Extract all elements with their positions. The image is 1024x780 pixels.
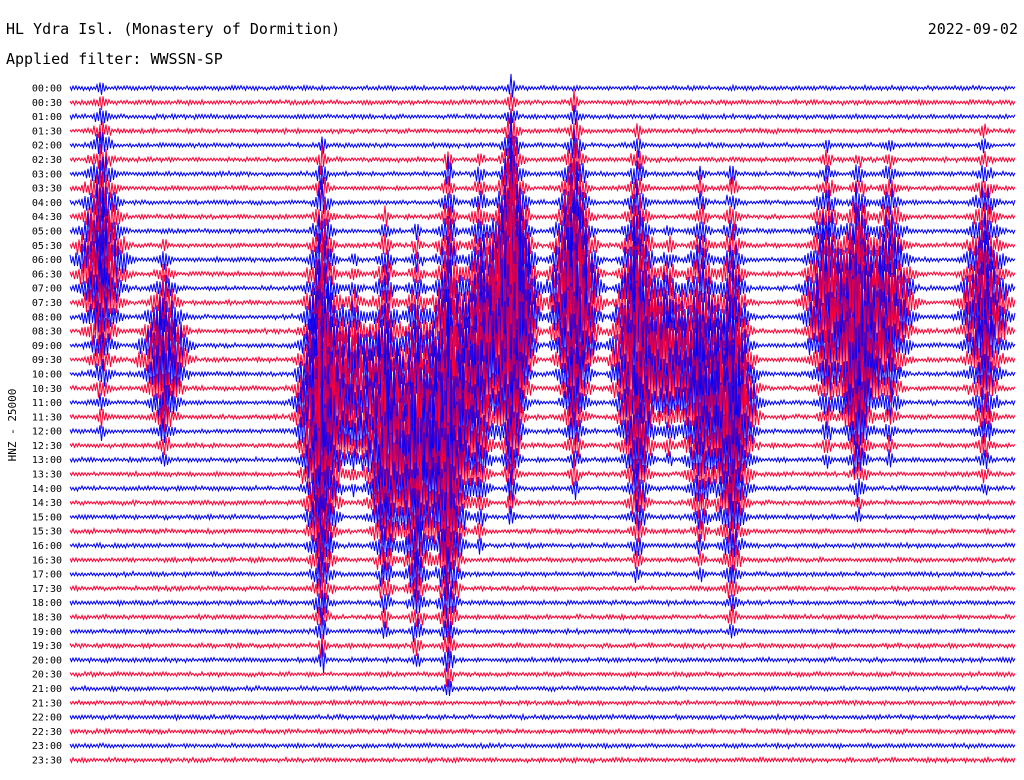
trace-line	[69, 483, 1016, 550]
trace-line	[69, 433, 1016, 526]
time-tick-label: 23:30	[32, 756, 62, 767]
trace-line	[69, 109, 1016, 149]
trace-line	[69, 377, 1016, 522]
time-tick-label: 06:30	[32, 269, 62, 280]
time-tick-label: 17:00	[32, 570, 62, 581]
trace-line	[69, 171, 1016, 257]
time-tick-label: 17:30	[32, 584, 62, 595]
time-tick-label: 22:30	[32, 727, 62, 738]
trace-line	[69, 644, 1016, 674]
time-tick-label: 13:00	[32, 455, 62, 466]
time-tick-label: 22:00	[32, 713, 62, 724]
time-tick-label: 03:00	[32, 169, 62, 180]
time-tick-label: 05:30	[32, 241, 62, 252]
time-tick-label: 00:00	[32, 84, 62, 95]
time-tick-label: 14:30	[32, 498, 62, 509]
trace-line	[69, 425, 1016, 539]
time-tick-label: 20:30	[32, 670, 62, 681]
time-tick-label: 12:30	[32, 441, 62, 452]
time-tick-label: 07:00	[32, 284, 62, 295]
trace-line	[69, 195, 1016, 309]
time-tick-label: 19:30	[32, 641, 62, 652]
trace-line	[69, 211, 1016, 379]
trace-line	[69, 572, 1016, 608]
trace-line	[69, 679, 1016, 696]
trace-line	[69, 343, 1016, 509]
time-tick-label: 02:00	[32, 141, 62, 152]
time-tick-label: 04:30	[32, 212, 62, 223]
trace-line	[69, 582, 1016, 620]
date-label: 2022-09-02	[927, 20, 1018, 38]
time-tick-label: 00:30	[32, 98, 62, 109]
trace-line	[69, 457, 1016, 548]
time-tick-label: 08:30	[32, 327, 62, 338]
trace-line	[69, 394, 1016, 515]
trace-line	[69, 136, 1016, 179]
time-tick-label: 02:30	[32, 155, 62, 166]
trace-group	[69, 73, 1016, 765]
trace-line	[69, 698, 1016, 707]
trace-line	[69, 662, 1016, 688]
time-tick-label: 10:30	[32, 384, 62, 395]
time-tick-label: 01:00	[32, 112, 62, 123]
trace-line	[69, 113, 1016, 166]
time-tick-label: 18:30	[32, 613, 62, 624]
y-axis-label: HNZ - 25000	[6, 389, 19, 462]
time-tick-label: 07:30	[32, 298, 62, 309]
time-tick-label: 09:30	[32, 355, 62, 366]
trace-line	[69, 755, 1016, 765]
time-tick-label: 04:00	[32, 198, 62, 209]
time-tick-label: 01:30	[32, 126, 62, 137]
time-tick-label: 03:30	[32, 184, 62, 195]
trace-line	[69, 492, 1016, 561]
time-tick-label: 16:30	[32, 555, 62, 566]
time-tick-label: 14:00	[32, 484, 62, 495]
time-tick-label: 18:00	[32, 598, 62, 609]
time-tick-label: 08:00	[32, 312, 62, 323]
time-tick-labels: 00:00 00:30 01:00 01:30 02:00 02:30 03:00 03:30…	[32, 84, 62, 767]
station-title: HL Ydra Isl. (Monastery of Dormition)	[6, 20, 341, 38]
trace-line	[69, 630, 1016, 659]
time-tick-label: 09:00	[32, 341, 62, 352]
time-tick-label: 11:00	[32, 398, 62, 409]
trace-line	[69, 105, 1016, 126]
time-tick-label: 15:00	[32, 512, 62, 523]
time-tick-label: 21:30	[32, 698, 62, 709]
time-tick-label: 12:00	[32, 427, 62, 438]
trace-line	[69, 603, 1016, 638]
trace-line	[69, 157, 1016, 222]
time-tick-label: 15:30	[32, 527, 62, 538]
trace-line	[69, 611, 1016, 644]
time-tick-label: 16:00	[32, 541, 62, 552]
trace-line	[69, 137, 1016, 199]
trace-line	[69, 159, 1016, 241]
time-tick-label: 06:00	[32, 255, 62, 266]
trace-line	[69, 528, 1016, 586]
filter-label: Applied filter: WWSSN-SP	[6, 50, 223, 68]
time-tick-label: 19:00	[32, 627, 62, 638]
time-tick-label: 05:00	[32, 226, 62, 237]
trace-line	[69, 73, 1016, 98]
time-tick-label: 21:00	[32, 684, 62, 695]
trace-line	[69, 89, 1016, 113]
trace-line	[69, 727, 1016, 736]
time-tick-label: 10:00	[32, 369, 62, 380]
time-tick-label: 20:00	[32, 655, 62, 666]
trace-line	[69, 515, 1016, 570]
trace-line	[69, 712, 1016, 722]
time-tick-label: 13:30	[32, 470, 62, 481]
time-tick-label: 23:00	[32, 741, 62, 752]
trace-line	[69, 741, 1016, 751]
trace-line	[69, 546, 1016, 596]
time-tick-label: 11:30	[32, 412, 62, 423]
